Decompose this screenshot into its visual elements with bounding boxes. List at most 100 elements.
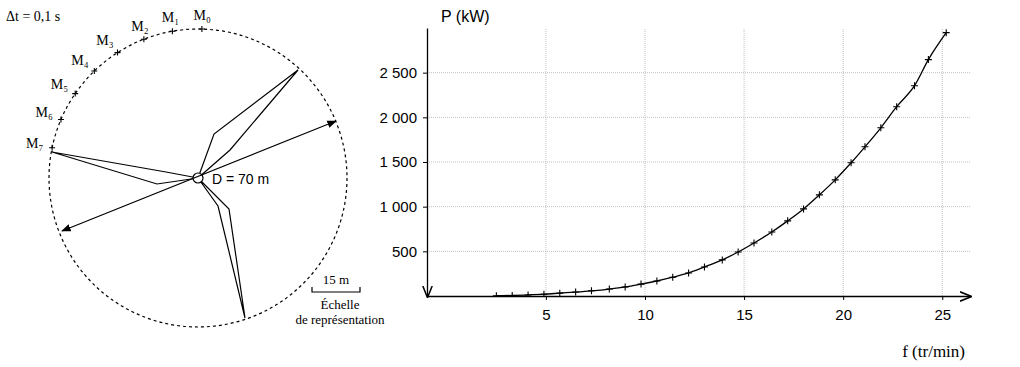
x-tick-label: 10	[637, 306, 654, 323]
scale-line	[312, 287, 360, 292]
y-axis-line	[427, 29, 428, 297]
position-label: M₂	[131, 19, 148, 34]
position-label: M₀	[194, 8, 211, 23]
position-label: M₁	[162, 10, 179, 25]
position-label: M₅	[51, 77, 68, 92]
x-tick: 15	[736, 296, 753, 323]
y-tick: 2 500	[379, 64, 427, 81]
y-tick-label: 500	[392, 243, 417, 260]
x-tick-mark	[843, 296, 844, 300]
data-point	[784, 217, 791, 224]
y-tick-mark	[423, 117, 427, 118]
x-axis-title: f (tr/min)	[902, 342, 965, 361]
position-label: M₄	[71, 53, 88, 68]
data-point	[832, 176, 839, 183]
y-tick: 2 000	[379, 109, 427, 126]
data-point	[701, 263, 708, 270]
data-point	[925, 56, 932, 63]
data-point	[768, 228, 775, 235]
y-tick: 1 000	[379, 198, 427, 215]
x-tick: 5	[542, 296, 550, 323]
data-point	[540, 291, 547, 296]
plot-area	[493, 29, 950, 296]
data-point	[525, 291, 532, 296]
x-tick-mark	[645, 296, 646, 300]
scale-caption: de représentation	[295, 312, 385, 327]
x-tick: 25	[934, 296, 951, 323]
data-point	[493, 292, 500, 296]
data-point	[685, 269, 692, 276]
data-point	[848, 159, 855, 166]
data-point	[861, 143, 868, 150]
power-chart: 5 10 15 20 25 500 1 000 1 500 2 000 2 500 P (kW) f …	[379, 8, 970, 361]
figure: D = 70 m Δt = 0,1 s M₀ M₁ M₂ M₃ M₄M₅ M₆ M₇ 15 m Éc…	[0, 0, 1020, 367]
data-point	[653, 277, 660, 284]
x-tick: 20	[835, 296, 852, 323]
data-point	[669, 274, 676, 281]
diameter-label: D = 70 m	[212, 171, 269, 187]
data-point	[877, 124, 884, 131]
x-tick: 10	[637, 296, 654, 323]
y-tick-label: 1 000	[379, 198, 417, 215]
grid-line-y	[427, 162, 970, 163]
y-tick-label: 2 500	[379, 64, 417, 81]
position-tick	[115, 50, 121, 56]
data-point	[911, 82, 918, 89]
data-point	[509, 292, 516, 296]
x-tick-label: 5	[542, 306, 550, 323]
scale-label: 15 m	[323, 272, 349, 287]
scale-caption: Échelle	[321, 297, 360, 312]
grid-line-y	[427, 72, 970, 73]
position-label: M₃	[96, 33, 113, 48]
data-point	[800, 205, 807, 212]
x-tick-label: 15	[736, 306, 753, 323]
x-tick-mark	[744, 296, 745, 300]
position-tick	[49, 145, 55, 151]
blade	[198, 178, 245, 318]
diameter-arrow	[62, 121, 336, 231]
data-point	[893, 103, 900, 110]
grid-line-y	[427, 206, 970, 207]
data-point	[638, 281, 645, 288]
rotor-diagram: D = 70 m Δt = 0,1 s M₀ M₁ M₂ M₃ M₄M₅ M₆ M₇ 15 m Éc…	[6, 8, 385, 327]
y-tick-mark	[423, 73, 427, 74]
y-tick-mark	[423, 251, 427, 252]
blade	[198, 70, 298, 178]
y-tick-mark	[423, 162, 427, 163]
data-point	[556, 290, 563, 296]
scale-bar: 15 m Échellede représentation	[295, 272, 385, 327]
position-label: M₆	[35, 105, 52, 120]
data-point	[750, 239, 757, 246]
data-point	[719, 256, 726, 263]
rotor-circle	[49, 29, 347, 327]
y-tick-label: 2 000	[379, 109, 417, 126]
position-tick	[141, 36, 147, 42]
x-tick-label: 20	[835, 306, 852, 323]
position-tick	[91, 68, 97, 74]
data-point	[572, 289, 579, 296]
blade	[52, 152, 198, 184]
x-axis-line	[428, 296, 971, 297]
data-point	[943, 29, 950, 36]
x-tick-label: 25	[934, 306, 951, 323]
time-step: Δt = 0,1 s	[6, 9, 60, 24]
y-axis-title: P (kW)	[441, 8, 490, 25]
position-tick	[169, 28, 175, 34]
x-tick-mark	[942, 296, 943, 300]
data-point	[816, 191, 823, 198]
x-axis: 5 10 15 20 25	[428, 296, 971, 323]
position-tick	[72, 91, 78, 97]
y-tick: 1 500	[379, 153, 427, 170]
y-axis: 500 1 000 1 500 2 000 2 500	[379, 29, 427, 297]
position-tick	[199, 26, 205, 32]
y-tick-label: 1 500	[379, 153, 417, 170]
y-tick: 500	[392, 243, 427, 260]
position-tick	[58, 117, 64, 123]
data-point	[606, 286, 613, 293]
x-tick-mark	[546, 296, 547, 300]
y-tick-mark	[423, 207, 427, 208]
data-point	[588, 287, 595, 294]
data-point	[735, 248, 742, 255]
position-label: M₇	[26, 136, 43, 151]
power-curve	[496, 33, 946, 296]
